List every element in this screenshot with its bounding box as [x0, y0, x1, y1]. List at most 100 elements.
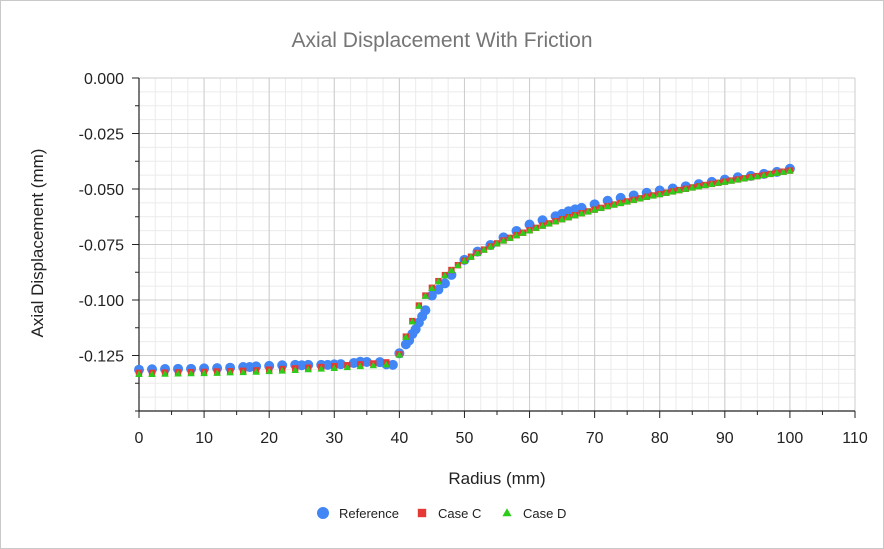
data-point	[727, 177, 736, 184]
data-point	[714, 179, 723, 186]
data-point	[623, 198, 631, 205]
data-point	[525, 226, 534, 234]
data-point	[395, 351, 404, 358]
data-point	[629, 196, 638, 203]
legend-label: Reference	[339, 506, 399, 521]
legend-label: Case D	[523, 506, 566, 521]
x-tick-label: 90	[716, 430, 734, 447]
x-tick-label: 100	[777, 430, 804, 447]
data-point	[226, 368, 234, 376]
y-tick-label: -0.050	[79, 182, 124, 199]
data-point	[571, 211, 579, 219]
data-point	[454, 261, 462, 269]
x-tick-label: 20	[260, 430, 278, 447]
data-point	[779, 168, 788, 175]
data-point	[441, 271, 449, 279]
tick-labels: 0 10 20 30 40 50 60 70 80 90 100 110 0.000 -0.025 -0.0…	[79, 71, 868, 447]
data-point	[616, 199, 625, 207]
data-point	[382, 360, 391, 368]
data-points	[134, 163, 795, 377]
data-point	[252, 368, 260, 375]
legend-item[interactable]: Reference	[317, 506, 399, 521]
data-point	[420, 305, 431, 316]
y-tick-label: -0.125	[79, 349, 124, 366]
data-point	[213, 369, 221, 376]
data-point	[747, 173, 755, 181]
data-point	[740, 174, 749, 182]
data-point	[486, 243, 495, 250]
data-point	[649, 192, 657, 199]
axes	[132, 77, 856, 418]
data-point	[766, 170, 775, 177]
data-point	[460, 257, 469, 264]
data-point	[317, 365, 325, 372]
data-point	[662, 189, 670, 196]
data-point	[434, 277, 443, 285]
data-point	[558, 215, 566, 223]
data-point	[361, 356, 372, 367]
data-point	[524, 219, 535, 230]
data-point	[467, 253, 475, 260]
data-point	[480, 246, 488, 253]
x-tick-label: 60	[521, 430, 539, 447]
data-point	[682, 185, 690, 192]
data-point	[304, 365, 312, 373]
chart-title: Axial Displacement With Friction	[291, 29, 592, 52]
x-tick-label: 80	[651, 430, 669, 447]
legend-marker	[417, 508, 427, 518]
data-point	[493, 239, 501, 247]
data-point	[688, 184, 697, 191]
data-point	[584, 207, 592, 215]
data-point	[148, 370, 156, 377]
data-point	[786, 167, 794, 174]
legend: Reference Case C Case D	[317, 506, 566, 521]
data-point	[721, 178, 729, 185]
data-point	[734, 176, 742, 183]
data-point	[161, 370, 169, 377]
data-point	[753, 172, 762, 180]
data-point	[187, 369, 195, 377]
data-point	[402, 333, 410, 340]
y-tick-label: 0.000	[84, 71, 124, 88]
series-reference	[134, 163, 795, 375]
data-point	[590, 206, 599, 213]
data-point	[330, 364, 339, 371]
y-tick-label: -0.100	[79, 293, 124, 310]
data-point	[512, 231, 521, 239]
data-point	[506, 234, 514, 241]
x-tick-label: 30	[325, 430, 343, 447]
x-tick-label: 10	[195, 430, 213, 447]
data-point	[636, 194, 644, 202]
legend-label: Case C	[438, 506, 481, 521]
data-point	[610, 201, 618, 208]
data-point	[564, 213, 573, 221]
data-point	[335, 359, 346, 370]
legend-item[interactable]: Case D	[502, 506, 566, 521]
data-point	[433, 284, 444, 295]
data-point	[356, 362, 365, 370]
data-point	[415, 302, 423, 309]
data-point	[519, 229, 527, 236]
data-point	[669, 188, 677, 195]
data-point	[532, 224, 540, 231]
legend-item[interactable]: Case C	[417, 506, 482, 521]
data-point	[708, 180, 716, 187]
data-point	[439, 278, 450, 289]
series-case-d	[135, 167, 794, 377]
data-point	[278, 367, 286, 374]
data-point	[387, 359, 398, 370]
y-axis-label: Axial Displacement (mm)	[28, 149, 47, 338]
data-point	[291, 366, 299, 373]
data-point	[499, 237, 508, 244]
data-point	[603, 202, 612, 210]
data-point	[597, 204, 605, 211]
x-tick-label: 110	[842, 430, 868, 447]
data-point	[773, 169, 781, 176]
data-point	[675, 186, 683, 194]
data-point	[428, 284, 436, 292]
x-axis-label: Radius (mm)	[448, 469, 545, 488]
data-point	[369, 361, 378, 369]
data-point	[239, 368, 247, 376]
legend-marker	[317, 507, 329, 519]
